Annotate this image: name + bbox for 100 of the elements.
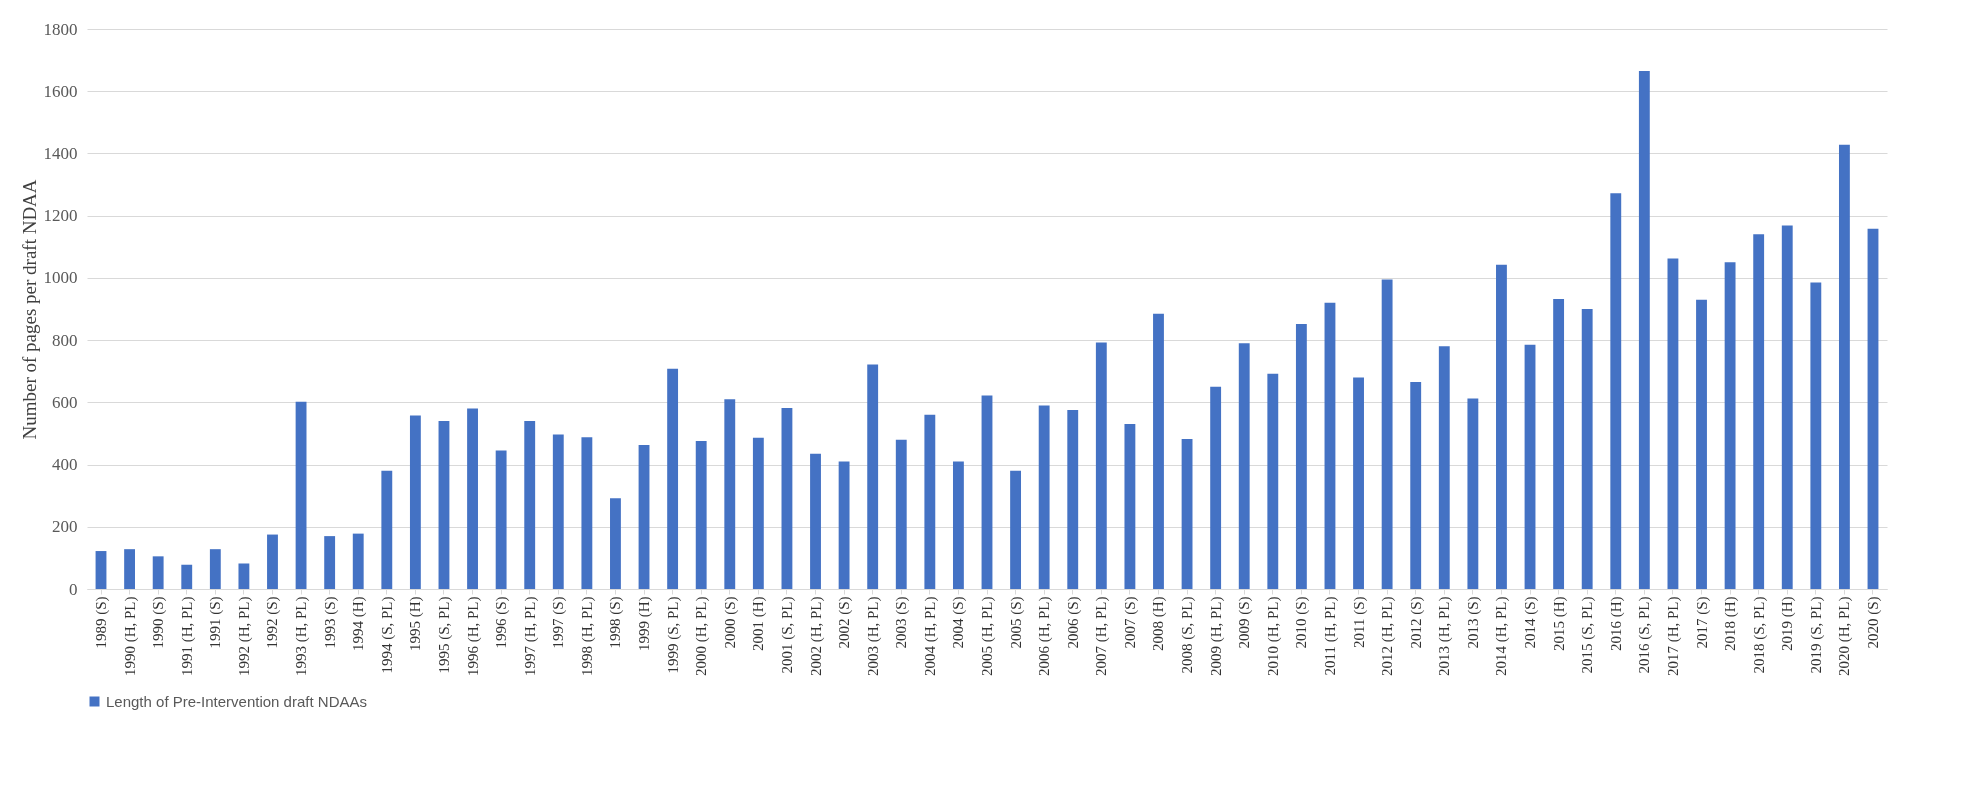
x-tick-label: 1995 (S, PL) [435, 596, 453, 674]
bar [752, 437, 764, 589]
bar [867, 364, 879, 589]
bar [1838, 144, 1850, 589]
x-tick-label: 2007 (H, PL) [1093, 596, 1111, 677]
x-tick-label: 2004 (S) [950, 596, 968, 649]
bar [124, 549, 136, 589]
x-tick-label: 2002 (H, PL) [807, 596, 825, 677]
bar [610, 498, 621, 589]
x-tick-label: 2017 (S) [1693, 596, 1711, 649]
x-tick-label: 1994 (S, PL) [378, 596, 396, 674]
bar [467, 408, 478, 589]
x-tick-label: 1989 (S) [93, 596, 110, 649]
y-tick-label: 200 [52, 517, 78, 537]
x-tick-label: 1991 (S) [207, 596, 225, 649]
x-tick-label: 2014 (H, PL) [1493, 596, 1511, 677]
x-tick-label: 1990 (S) [150, 596, 168, 649]
x-tick-label: 1992 (H, PL) [235, 596, 253, 677]
bar [1295, 323, 1307, 589]
bar [1867, 228, 1879, 589]
bar [152, 556, 164, 589]
x-tick-label: 1993 (S) [321, 596, 339, 649]
x-tick-label: 2015 (H) [1550, 596, 1568, 652]
y-tick-label: 600 [52, 392, 78, 412]
bar [1238, 343, 1250, 589]
x-tick-label: 2011 (S) [1350, 596, 1368, 649]
bar [1581, 309, 1593, 589]
bar [695, 440, 707, 589]
x-tick-label: 2020 (S) [1865, 596, 1882, 649]
bar [638, 444, 650, 589]
bar [238, 563, 250, 589]
bar [924, 414, 936, 589]
x-tick-label: 2003 (H, PL) [864, 596, 882, 677]
x-tick-label: 2014 (S) [1522, 596, 1540, 649]
bar [524, 421, 536, 589]
bar [838, 461, 850, 589]
x-tick-label: 2013 (H, PL) [1436, 596, 1454, 677]
bar [952, 461, 964, 589]
bar [381, 470, 393, 589]
bar [1696, 299, 1707, 589]
y-tick-label: 1000 [43, 268, 78, 288]
legend-label: Length of Pre-Intervention draft NDAAs [106, 692, 367, 710]
y-axis-title: Number of pages per draft NDAA [18, 179, 40, 440]
bar [181, 564, 193, 589]
bar [724, 399, 736, 589]
x-tick-label: 2008 (H) [1150, 596, 1168, 652]
x-tick-label: 1994 (H) [350, 596, 368, 652]
x-tick-label: 2002 (S) [836, 596, 854, 649]
y-tick-label: 800 [52, 330, 78, 350]
bar [1038, 405, 1050, 589]
x-tick-label: 2015 (S, PL) [1579, 596, 1597, 674]
x-tick-label: 2001 (H) [750, 596, 768, 652]
x-tick-label: 2018 (S, PL) [1750, 596, 1768, 674]
bar [209, 549, 221, 589]
x-tick-label: 2012 (H, PL) [1379, 596, 1397, 677]
bar [409, 415, 421, 589]
bar [1753, 234, 1765, 589]
x-tick-label: 2011 (H, PL) [1321, 596, 1339, 676]
bar [1496, 264, 1507, 589]
bar [1724, 262, 1736, 589]
bar [295, 401, 307, 589]
x-tick-label: 1998 (S) [607, 596, 625, 649]
bar [781, 407, 793, 589]
bar [1353, 377, 1364, 589]
x-tick-label: 1996 (H, PL) [464, 596, 482, 677]
x-tick-label: 2010 (S) [1293, 596, 1311, 649]
x-tick-label: 2009 (H, PL) [1207, 596, 1225, 677]
bar [438, 421, 450, 589]
bar [324, 536, 336, 589]
x-tick-label: 2020 (H, PL) [1836, 596, 1854, 677]
x-tick-label: 1990 (H, PL) [121, 596, 139, 677]
x-tick-label: 1997 (H, PL) [521, 596, 539, 677]
x-tick-label: 2000 (H, PL) [693, 596, 711, 677]
x-tick-label: 2004 (H, PL) [921, 596, 939, 677]
bar [1153, 313, 1164, 589]
bar [1210, 386, 1222, 589]
bar [981, 395, 993, 589]
bar [95, 551, 107, 589]
bar [895, 439, 907, 589]
bar [1381, 279, 1393, 589]
bar [1181, 439, 1193, 589]
bar [1467, 398, 1479, 589]
x-tick-label: 2012 (S) [1407, 596, 1425, 649]
x-tick-label: 2003 (S) [893, 596, 911, 649]
x-tick-label: 2009 (S) [1236, 596, 1254, 649]
x-tick-label: 1995 (H) [407, 596, 425, 652]
x-tick-label: 2001 (S, PL) [778, 596, 796, 674]
bar [1553, 299, 1565, 589]
bar [1781, 225, 1793, 589]
bar [1610, 193, 1622, 589]
y-tick-label: 1200 [43, 206, 78, 226]
y-tick-label: 0 [69, 579, 78, 599]
bar [1810, 282, 1822, 589]
x-tick-label: 2007 (S) [1121, 596, 1139, 649]
x-tick-label: 1992 (S) [264, 596, 282, 649]
x-tick-label: 1998 (H, PL) [578, 596, 596, 677]
x-tick-label: 2005 (H, PL) [979, 596, 996, 677]
x-tick-label: 2010 (H, PL) [1264, 596, 1282, 677]
x-tick-label: 2013 (S) [1464, 596, 1482, 649]
bar [1438, 346, 1450, 589]
